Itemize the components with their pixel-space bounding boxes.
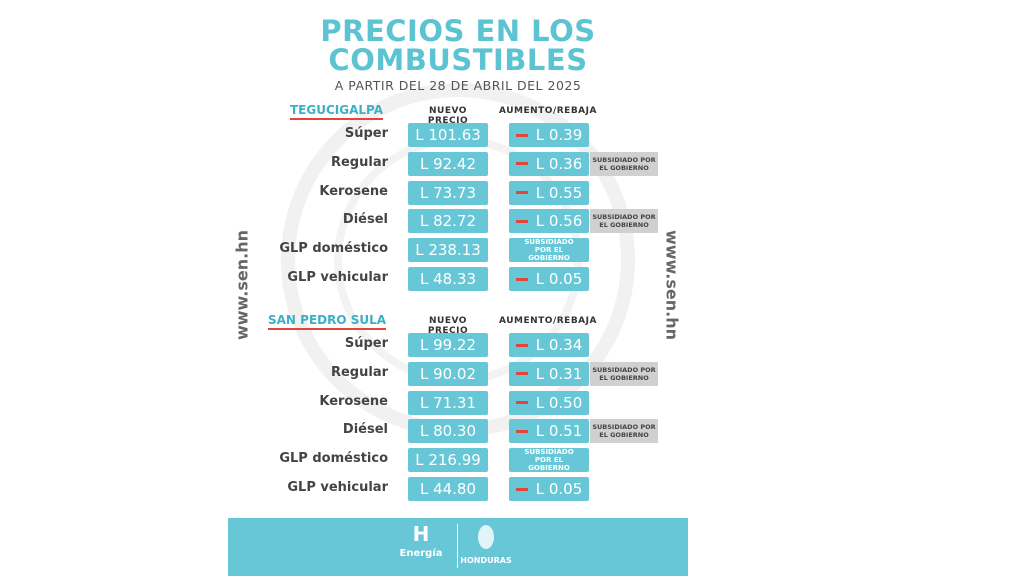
fuel-name: Regular (330, 364, 388, 380)
price-box: L 238.13 (408, 238, 488, 263)
logo-text: Energía (399, 548, 443, 559)
column-header: NUEVO PRECIO (427, 316, 469, 336)
price-box: L 71.31 (408, 390, 488, 415)
decrease-dash (515, 277, 528, 281)
change-box: L 0.51 (509, 419, 589, 444)
fuel-name: Regular (330, 154, 388, 170)
decrease-dash (515, 487, 528, 491)
decrease-dash (515, 162, 528, 166)
change-box: L 0.31 (509, 361, 589, 386)
column-header: AUMENTO/REBAJA (499, 106, 597, 116)
column-header: NUEVO PRECIO (427, 106, 469, 126)
change-value: L 0.34 (535, 336, 583, 354)
price-box: L 73.73 (408, 180, 488, 205)
city-name: TEGUCIGALPA (290, 103, 384, 120)
change-box: L 0.05 (509, 267, 589, 291)
price-box: L 99.22 (408, 333, 488, 357)
logo-mark: H (412, 522, 430, 546)
subsidy-box: SUBSIDIADO POR EL GOBIERNO (509, 448, 589, 473)
price-box: L 44.80 (408, 477, 488, 501)
fuel-name: Súper (344, 126, 388, 141)
price-box: L 92.42 (408, 151, 488, 176)
city-name: SAN PEDRO SULA (268, 313, 387, 330)
title-line: COMBUSTIBLES (328, 43, 588, 77)
fuel-name: GLP doméstico (279, 241, 388, 257)
fuel-name: GLP vehicular (287, 480, 388, 495)
decrease-dash (515, 191, 528, 195)
fuel-name: Kerosene (319, 183, 388, 199)
subsidy-box: SUBSIDIADO POR EL GOBIERNO (509, 238, 589, 263)
change-box: L 0.55 (509, 180, 589, 205)
change-value: L 0.50 (535, 393, 583, 412)
poster: PRECIOS EN LOS COMBUSTIBLES A PARTIR DEL… (228, 0, 688, 576)
change-value: L 0.55 (535, 183, 583, 202)
fuel-name: Súper (344, 336, 388, 351)
divider (457, 524, 458, 568)
fuel-name: GLP vehicular (287, 270, 388, 285)
change-value: L 0.39 (535, 126, 583, 144)
fuel-name: Kerosene (319, 393, 388, 409)
change-box: L 0.39 (509, 123, 589, 147)
decrease-dash (515, 343, 528, 347)
change-box: L 0.50 (509, 390, 589, 415)
subsidy-note: SUBSIDIADO POR EL GOBIERNO (590, 209, 658, 234)
change-box: L 0.34 (509, 333, 589, 357)
fuel-name: Diésel (342, 422, 388, 438)
decrease-dash (515, 372, 528, 376)
fuel-name: GLP doméstico (279, 451, 388, 467)
logo-text: HONDURAS (460, 556, 512, 565)
decrease-dash (515, 429, 528, 433)
fuel-name: Diésel (342, 212, 388, 228)
change-value: L 0.05 (535, 270, 583, 288)
subsidy-note: SUBSIDIADO POR EL GOBIERNO (590, 419, 658, 444)
decrease-dash (515, 133, 528, 137)
subsidy-note: SUBSIDIADO POR EL GOBIERNO (590, 151, 658, 176)
side-text: www.sen.hn (662, 229, 682, 341)
change-box: L 0.56 (509, 209, 589, 234)
price-box: L 101.63 (408, 123, 488, 147)
emblem (478, 525, 494, 549)
footer: H Energía HONDURAS (228, 518, 688, 576)
price-box: L 82.72 (408, 209, 488, 234)
title-line: PRECIOS EN LOS (320, 14, 596, 48)
change-value: L 0.36 (535, 154, 583, 173)
price-box: L 80.30 (408, 419, 488, 444)
change-value: L 0.31 (535, 364, 583, 383)
price-box: L 48.33 (408, 267, 488, 291)
column-header: AUMENTO/REBAJA (499, 316, 597, 326)
decrease-dash (515, 401, 528, 405)
decrease-dash (515, 219, 528, 223)
subtitle: A PARTIR DEL 28 DE ABRIL DEL 2025 (334, 78, 582, 93)
change-value: L 0.05 (535, 480, 583, 498)
change-value: L 0.51 (535, 422, 583, 441)
change-box: L 0.36 (509, 151, 589, 176)
change-box: L 0.05 (509, 477, 589, 501)
price-box: L 216.99 (408, 448, 488, 473)
subsidy-note: SUBSIDIADO POR EL GOBIERNO (590, 361, 658, 386)
price-box: L 90.02 (408, 361, 488, 386)
change-value: L 0.56 (535, 212, 583, 231)
